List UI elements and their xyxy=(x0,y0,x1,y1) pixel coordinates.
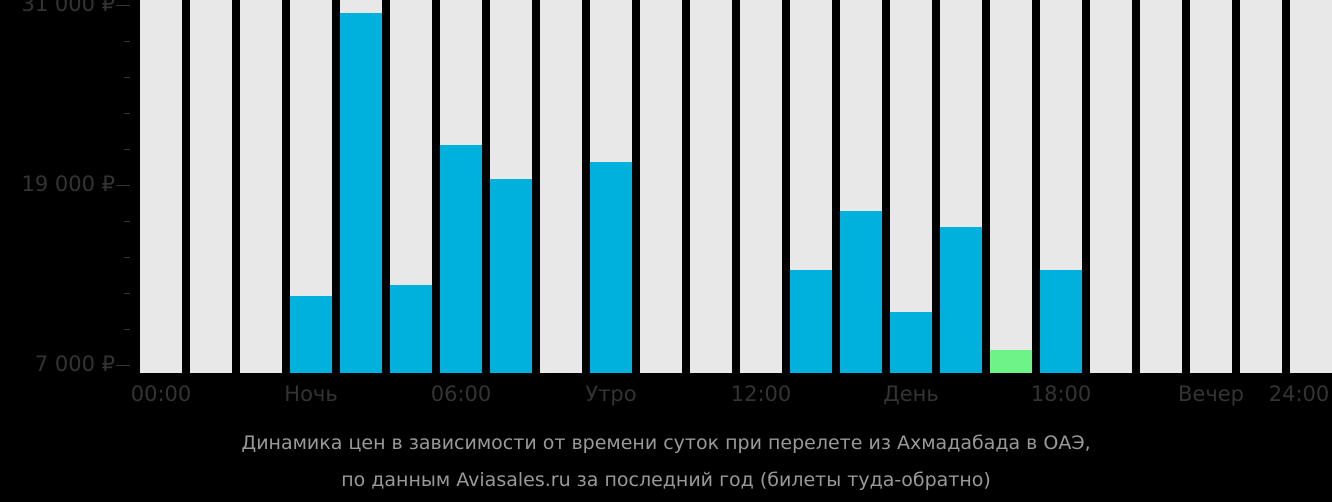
hour-bar-13[interactable] xyxy=(790,0,832,373)
price-fill xyxy=(440,145,482,373)
y-axis-label: 7 000 ₽ xyxy=(34,352,115,376)
hour-bar-15[interactable] xyxy=(890,0,932,373)
hour-bar-03[interactable] xyxy=(290,0,332,373)
hour-bar-12[interactable] xyxy=(740,0,782,373)
x-axis-label: Вечер xyxy=(1178,382,1244,406)
price-fill xyxy=(1040,270,1082,373)
x-axis-label: 24:00 xyxy=(1268,382,1330,406)
caption-line-2: по данным Aviasales.ru за последний год … xyxy=(341,469,991,491)
x-axis-label: Ночь xyxy=(284,382,338,406)
hour-bar-20[interactable] xyxy=(1140,0,1182,373)
y-axis-minor-tick xyxy=(124,329,130,330)
y-axis-major-tick xyxy=(116,5,130,6)
price-fill xyxy=(790,270,832,373)
x-axis-label: Утро xyxy=(585,382,637,406)
caption-line-1: Динамика цен в зависимости от времени су… xyxy=(241,432,1091,454)
hour-bar-08[interactable] xyxy=(540,0,582,373)
y-axis-minor-tick xyxy=(124,293,130,294)
y-axis-label: 31 000 ₽ xyxy=(21,0,115,16)
y-axis-minor-tick xyxy=(124,149,130,150)
hour-bar-21[interactable] xyxy=(1190,0,1232,373)
hour-bar-16[interactable] xyxy=(940,0,982,373)
hour-bar-00[interactable] xyxy=(140,0,182,373)
price-fill xyxy=(490,179,532,373)
price-fill xyxy=(940,227,982,373)
hour-bar-04[interactable] xyxy=(340,0,382,373)
price-fill xyxy=(390,285,432,373)
hour-bar-22[interactable] xyxy=(1240,0,1282,373)
hour-bar-11[interactable] xyxy=(690,0,732,373)
x-axis-label: 00:00 xyxy=(130,382,192,406)
hour-bar-10[interactable] xyxy=(640,0,682,373)
y-axis-minor-tick xyxy=(124,41,130,42)
y-axis-major-tick xyxy=(116,185,130,186)
hour-bar-01[interactable] xyxy=(190,0,232,373)
price-fill xyxy=(840,211,882,373)
price-fill xyxy=(290,296,332,373)
x-axis-label: 06:00 xyxy=(430,382,492,406)
y-axis-minor-tick xyxy=(124,221,130,222)
y-axis-major-tick xyxy=(116,365,130,366)
hour-bar-05[interactable] xyxy=(390,0,432,373)
hour-bar-17[interactable] xyxy=(990,0,1032,373)
y-axis-minor-tick xyxy=(124,113,130,114)
price-fill xyxy=(590,162,632,373)
y-axis-label: 19 000 ₽ xyxy=(21,172,115,196)
hour-bar-23[interactable] xyxy=(1290,0,1332,373)
x-axis-label: 18:00 xyxy=(1030,382,1092,406)
hour-bar-06[interactable] xyxy=(440,0,482,373)
y-axis-minor-tick xyxy=(124,257,130,258)
hour-bar-18[interactable] xyxy=(1040,0,1082,373)
y-axis-minor-tick xyxy=(124,77,130,78)
hour-bar-14[interactable] xyxy=(840,0,882,373)
hour-bar-09[interactable] xyxy=(590,0,632,373)
x-axis-label: День xyxy=(883,382,939,406)
price-fill xyxy=(340,13,382,373)
hour-bar-19[interactable] xyxy=(1090,0,1132,373)
cheapest-price-fill xyxy=(990,350,1032,373)
x-axis-label: 12:00 xyxy=(730,382,792,406)
hour-bar-07[interactable] xyxy=(490,0,532,373)
price-fill xyxy=(890,312,932,373)
hour-bar-02[interactable] xyxy=(240,0,282,373)
